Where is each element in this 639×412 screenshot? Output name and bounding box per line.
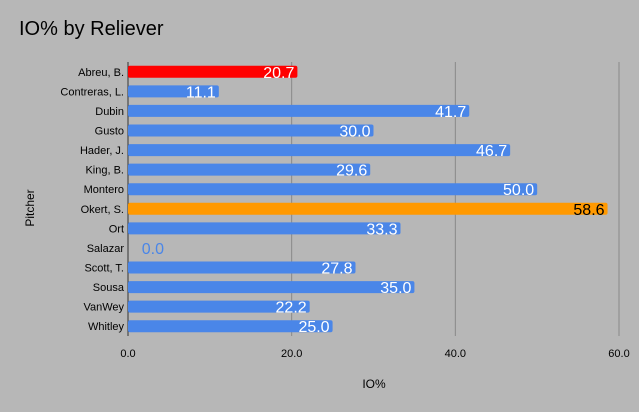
x-tick-label: 60.0 bbox=[608, 348, 629, 360]
y-tick-label: Whitley bbox=[88, 321, 125, 333]
y-tick-label: Contreras, L. bbox=[60, 86, 124, 98]
y-axis-title: Pitcher bbox=[23, 189, 37, 226]
data-label: 20.7 bbox=[263, 65, 294, 82]
bar bbox=[128, 104, 470, 117]
data-label: 0.0 bbox=[142, 241, 164, 258]
bars bbox=[128, 65, 608, 333]
data-label: 11.1 bbox=[186, 84, 216, 101]
y-tick-labels: Abreu, B. Contreras, L. Dubin Gusto Hader, J… bbox=[60, 67, 124, 333]
data-label: 35.0 bbox=[380, 280, 411, 297]
y-tick-label: Gusto bbox=[95, 126, 124, 138]
bar bbox=[128, 222, 401, 235]
data-label: 25.0 bbox=[298, 319, 329, 336]
bar bbox=[128, 261, 356, 274]
y-tick-label: Okert, S. bbox=[81, 204, 124, 216]
y-tick-label: Abreu, B. bbox=[78, 67, 124, 79]
bar bbox=[128, 320, 333, 333]
bar bbox=[128, 144, 511, 157]
x-tick-label: 0.0 bbox=[120, 348, 135, 360]
bar bbox=[128, 202, 608, 215]
chart-title: IO% by Reliever bbox=[19, 18, 164, 40]
data-label: 27.8 bbox=[321, 261, 352, 278]
bar bbox=[128, 300, 310, 313]
bar bbox=[128, 124, 374, 137]
y-tick-label: Scott, T. bbox=[84, 263, 124, 275]
data-label: 46.7 bbox=[476, 143, 507, 160]
data-label: 50.0 bbox=[503, 182, 534, 199]
y-tick-label: Sousa bbox=[93, 282, 125, 294]
y-tick-label: Salazar bbox=[87, 243, 125, 255]
gridlines bbox=[127, 62, 620, 336]
bar bbox=[128, 163, 371, 176]
x-axis-title: IO% bbox=[362, 377, 386, 391]
data-label: 22.2 bbox=[276, 300, 307, 317]
y-tick-label: Dubin bbox=[95, 106, 124, 118]
y-tick-label: King, B. bbox=[85, 165, 124, 177]
data-label: 29.6 bbox=[336, 163, 367, 180]
x-tick-label: 40.0 bbox=[445, 348, 466, 360]
data-label: 58.6 bbox=[573, 202, 604, 219]
y-tick-label: VanWey bbox=[83, 302, 124, 314]
bar bbox=[128, 183, 538, 196]
y-tick-label: Ort bbox=[109, 223, 124, 235]
data-label: 33.3 bbox=[366, 221, 397, 238]
bar bbox=[128, 281, 415, 294]
x-tick-labels: 0.0 20.0 40.0 60.0 bbox=[120, 348, 629, 360]
data-label: 30.0 bbox=[339, 124, 370, 141]
y-tick-label: Montero bbox=[84, 184, 124, 196]
y-tick-label: Hader, J. bbox=[80, 145, 124, 157]
x-tick-label: 20.0 bbox=[281, 348, 302, 360]
data-label: 41.7 bbox=[435, 104, 466, 121]
bar bbox=[128, 65, 298, 78]
data-labels: 20.7 11.1 41.7 30.0 46.7 29.6 50.0 58.6 33.3 0.0 2… bbox=[142, 65, 605, 336]
bar bbox=[128, 85, 219, 98]
